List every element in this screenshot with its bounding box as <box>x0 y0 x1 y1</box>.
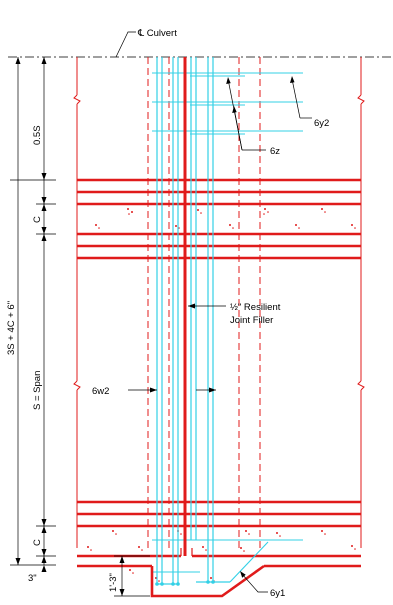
callout-6y2-leaders <box>291 78 312 119</box>
concrete-hatching-upper <box>95 208 356 229</box>
lower-slab-bars <box>77 500 361 568</box>
outer-wall-right <box>357 57 365 548</box>
dimension-chain <box>10 57 56 566</box>
dim-overall: 3S + 4C + 6" <box>6 301 17 355</box>
label-6y2: 6y2 <box>314 118 329 129</box>
cyan-horizontal-bars <box>152 72 303 583</box>
label-6z: 6z <box>270 146 280 157</box>
label-6w2: 6w2 <box>92 386 109 397</box>
cyan-vertical-bars <box>156 57 230 585</box>
callout-6w2-arrow-left <box>150 387 157 393</box>
dim-top-zone: 0.5S <box>32 125 43 145</box>
depth-dimension <box>114 555 150 597</box>
label-filler-2: Joint Filler <box>230 315 273 326</box>
dashed-wall-lines <box>147 57 261 548</box>
callout-6z-arrow-1 <box>226 77 231 84</box>
callout-6w2-arrow-right <box>209 387 216 393</box>
label-filler-1: ½" Resilient <box>230 302 281 313</box>
callout-6z-arrow-2 <box>232 106 237 113</box>
depth-arrow-bottom <box>119 589 125 596</box>
footing-outline <box>150 564 265 598</box>
dim-c-upper: C <box>32 216 43 223</box>
footing-key <box>180 548 193 556</box>
centerline-label: ℄ Culvert <box>137 28 177 39</box>
label-6y1: 6y1 <box>270 588 285 599</box>
dim-span: S = Span <box>32 371 43 410</box>
dimension-arrows <box>15 57 47 572</box>
bar-end-dots <box>155 580 215 586</box>
centerline-leader <box>115 31 136 58</box>
callout-6y1-leader <box>241 573 268 593</box>
outer-wall-left <box>73 57 81 548</box>
dim-c-lower: C <box>32 539 43 546</box>
callout-6z-leaders <box>227 78 266 151</box>
callout-6y2-arrow <box>290 76 295 83</box>
upper-slab-bars <box>77 178 361 260</box>
dim-three-inch: 3" <box>28 573 37 584</box>
depth-arrow-top <box>119 556 125 563</box>
dim-depth: 1'-3" <box>108 573 119 592</box>
filler-arrow <box>188 303 195 309</box>
callout-6y1-arrow <box>240 571 246 578</box>
